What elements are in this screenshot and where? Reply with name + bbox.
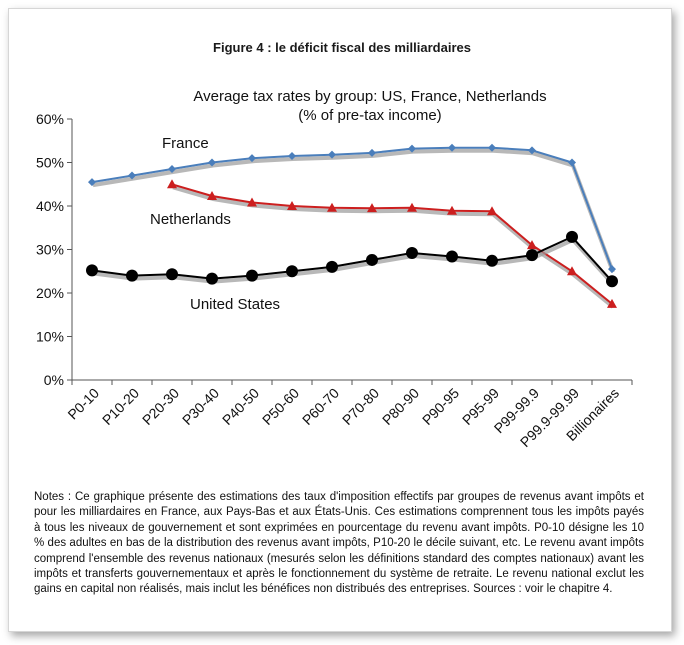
series-united-states: United States [86,230,618,313]
data-point [128,171,136,180]
x-tick-label: P20-30 [139,385,182,428]
x-tick-label: P50-60 [259,385,302,428]
y-tick-label: 30% [36,242,64,258]
data-point [168,165,176,174]
series-line [91,146,613,270]
series-label: France [162,135,209,152]
data-point [126,269,138,282]
x-tick-label: P30-40 [179,385,222,428]
data-point [208,158,216,167]
series-label: Netherlands [150,211,231,228]
x-tick-label: P60-70 [299,385,342,428]
series-line [171,183,613,305]
data-point [86,264,98,277]
data-point [287,201,297,210]
data-point [447,205,457,215]
data-point [326,260,338,273]
data-point [567,266,577,276]
figure-title: Figure 4 : le déficit fiscal des milliar… [213,40,471,55]
x-tick-label: P40-50 [219,385,262,428]
data-point [568,158,576,167]
series-line [91,235,613,282]
data-point [446,250,458,263]
data-point [607,298,617,308]
data-point [487,206,497,216]
chart-subtitle: (% of pre-tax income) [298,107,441,124]
y-tick-label: 60% [36,111,64,127]
series-label: United States [190,296,280,313]
chart-title: Average tax rates by group: US, France, … [193,88,546,105]
data-point [166,268,178,281]
data-point [366,253,378,266]
data-point [246,269,258,282]
data-point [488,143,496,152]
data-point [608,265,616,274]
data-point [368,148,376,157]
data-point [327,202,337,212]
data-point [448,143,456,152]
data-point [248,154,256,163]
y-tick-label: 20% [36,285,64,301]
line-chart: Average tax rates by group: US, France, … [36,88,633,450]
figure-notes: Notes : Ce graphique présente des estima… [34,491,644,596]
x-tick-label: P10-20 [99,385,142,428]
data-point [88,178,96,187]
series-netherlands: Netherlands [150,179,617,309]
data-point [206,272,218,285]
data-point [528,146,536,155]
x-tick-label: P70-80 [339,385,382,428]
data-point [408,144,416,153]
series-line-shadow [92,237,615,286]
data-point [566,230,578,243]
x-tick-label: P80-90 [379,385,422,428]
y-tick-label: 50% [36,155,64,171]
series-france: France [88,135,616,274]
data-point [367,203,377,213]
data-point [606,275,618,288]
figure-card [8,8,672,632]
data-point [247,197,257,207]
data-point [406,246,418,259]
data-point [328,150,336,159]
y-tick-label: 10% [36,329,64,345]
data-point [288,151,296,160]
series-line-shadow [172,185,615,309]
y-tick-label: 40% [36,198,64,214]
data-point [207,190,217,200]
data-point [286,265,298,278]
data-point [527,240,537,250]
y-tick-label: 0% [44,372,64,388]
data-point [167,179,177,189]
data-point [407,202,417,212]
data-point [526,249,538,262]
x-tick-label: P90-95 [419,385,462,428]
x-tick-label: P0-10 [64,385,102,423]
data-point [486,254,498,267]
series-line-shadow [92,148,615,273]
